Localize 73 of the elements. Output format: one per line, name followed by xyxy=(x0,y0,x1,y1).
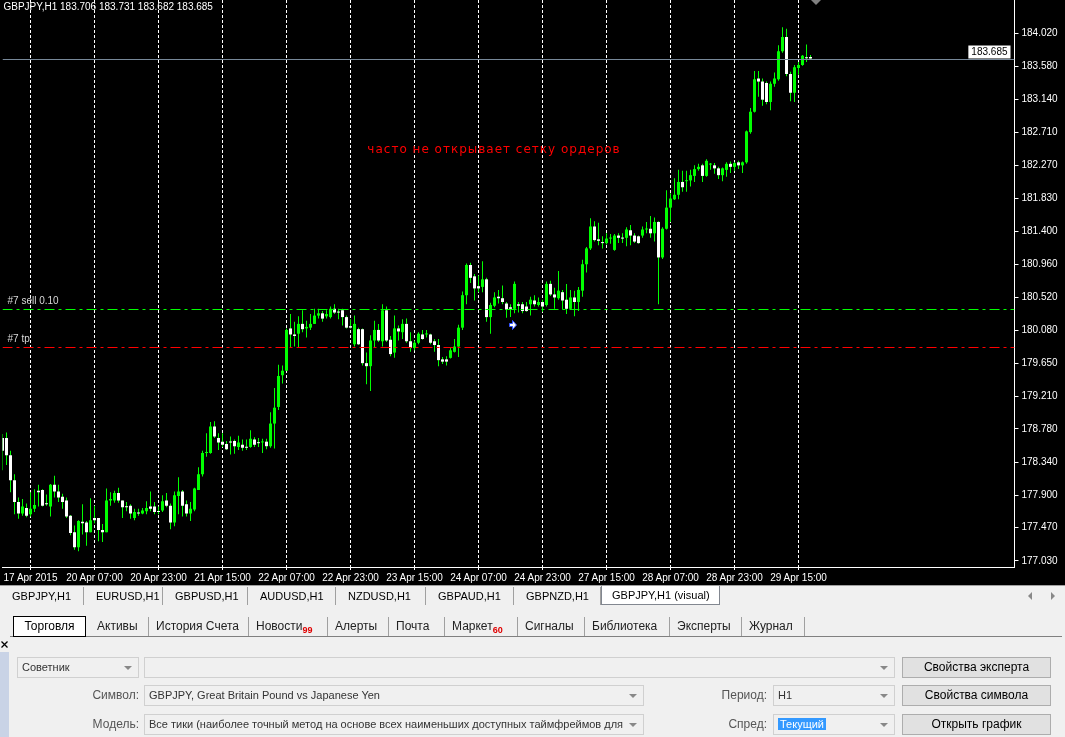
y-tick-label: 181.830 xyxy=(1021,192,1059,204)
x-tick-label: 29 Apr 15:00 xyxy=(770,571,828,583)
candlestick xyxy=(685,170,688,192)
y-tick-label: 181.400 xyxy=(1021,224,1059,236)
text: Спред: xyxy=(727,716,767,733)
y-tick-label: 180.960 xyxy=(1021,258,1059,269)
candlestick xyxy=(293,321,296,347)
dropdown: Советник xyxy=(17,657,139,678)
tab: EURUSD,H1 xyxy=(84,587,163,605)
ref-line-label: 183.685 xyxy=(971,46,1008,58)
y-tick-label: 183.140 xyxy=(1021,93,1059,105)
x-tick-label: 20 Apr 23:00 xyxy=(130,571,188,583)
button: Свойства эксперта xyxy=(902,657,1051,678)
annotation: часто не открывает сетку ордеров xyxy=(367,142,621,157)
candlestick xyxy=(229,436,232,455)
ref-line-label: #7 tp xyxy=(7,333,31,345)
dropdown: Все тики (наиболее точный метод на основе всех наименьших доступных таймфреймов для xyxy=(144,714,644,735)
tab: Маркет$_{60}$ xyxy=(445,617,518,636)
y-tick-label: 177.900 xyxy=(1021,489,1059,501)
tab: Почта xyxy=(389,617,445,636)
tab: Библиотека xyxy=(585,617,670,636)
y-tick-label: 180.520 xyxy=(1021,291,1059,303)
x-tick-label: 24 Apr 23:00 xyxy=(514,571,572,583)
x-tick-label: 28 Apr 07:00 xyxy=(642,571,700,583)
y-tick-label: 184.020 xyxy=(1021,26,1059,38)
y-tick-label: 178.340 xyxy=(1021,455,1059,467)
dropdown: Текущий xyxy=(773,714,895,735)
tab: GBPUSD,H1 xyxy=(163,587,248,605)
tab: Журнал xyxy=(742,617,805,636)
y-tick-label: 177.470 xyxy=(1021,521,1059,533)
text: Символ: xyxy=(91,687,139,704)
tab: AUDUSD,H1 xyxy=(248,587,336,605)
tab: NZDUSD,H1 xyxy=(336,587,426,605)
text: Модель: xyxy=(91,716,139,733)
ref-line-label: #7 sell 0.10 xyxy=(7,295,60,307)
y-tick-label: 179.210 xyxy=(1021,390,1059,402)
x-tick-label: 28 Apr 23:00 xyxy=(706,571,764,583)
text: Период: xyxy=(720,687,767,704)
candlestick xyxy=(621,233,624,244)
x-tick-label: 24 Apr 07:00 xyxy=(450,571,508,583)
tab: Алерты xyxy=(328,617,389,636)
tab: Новости$_{99}$ xyxy=(249,617,328,636)
dropdown: H1 xyxy=(773,685,895,706)
y-tick-label: 182.710 xyxy=(1021,125,1059,137)
tab: Сигналы xyxy=(518,617,585,636)
x-tick-label: 22 Apr 23:00 xyxy=(322,571,380,583)
x-tick-label: 23 Apr 15:00 xyxy=(386,571,444,583)
x-tick-label: 17 Apr 2015 xyxy=(3,571,58,583)
tab: Эксперты xyxy=(670,617,742,636)
tab: Торговля xyxy=(13,616,86,637)
candlestick xyxy=(245,439,248,450)
tab: GBPAUD,H1 xyxy=(426,587,514,605)
y-tick-label: 177.030 xyxy=(1021,554,1059,566)
dropdown: GBPJPY, Great Britain Pound vs Japanese Yen xyxy=(144,685,644,706)
x-tick-label: 21 Apr 15:00 xyxy=(194,571,252,583)
candlestick xyxy=(261,438,264,453)
button: Открыть график xyxy=(902,714,1051,735)
y-tick-label: 179.650 xyxy=(1021,356,1059,368)
y-tick-label: 182.270 xyxy=(1021,159,1059,171)
candlestick xyxy=(645,221,648,234)
chart-title: GBPJPY,H1 183.706 183.731 183.682 183.685 xyxy=(3,0,214,12)
tab: GBPJPY,H1 xyxy=(0,587,84,605)
button: Свойства символа xyxy=(902,685,1051,706)
candlestick xyxy=(601,236,604,249)
y-tick-label: 183.580 xyxy=(1021,60,1059,72)
x-tick-label: 20 Apr 07:00 xyxy=(66,571,124,583)
tab: Активы xyxy=(90,617,149,636)
x-tick-label: 27 Apr 15:00 xyxy=(578,571,636,583)
x-tick-label: 22 Apr 07:00 xyxy=(258,571,316,583)
y-tick-label: 180.080 xyxy=(1021,324,1059,336)
tab: GBPJPY,H1 (visual) xyxy=(601,586,720,605)
tab: История Счета xyxy=(149,617,249,636)
y-tick-label: 178.780 xyxy=(1021,422,1059,434)
